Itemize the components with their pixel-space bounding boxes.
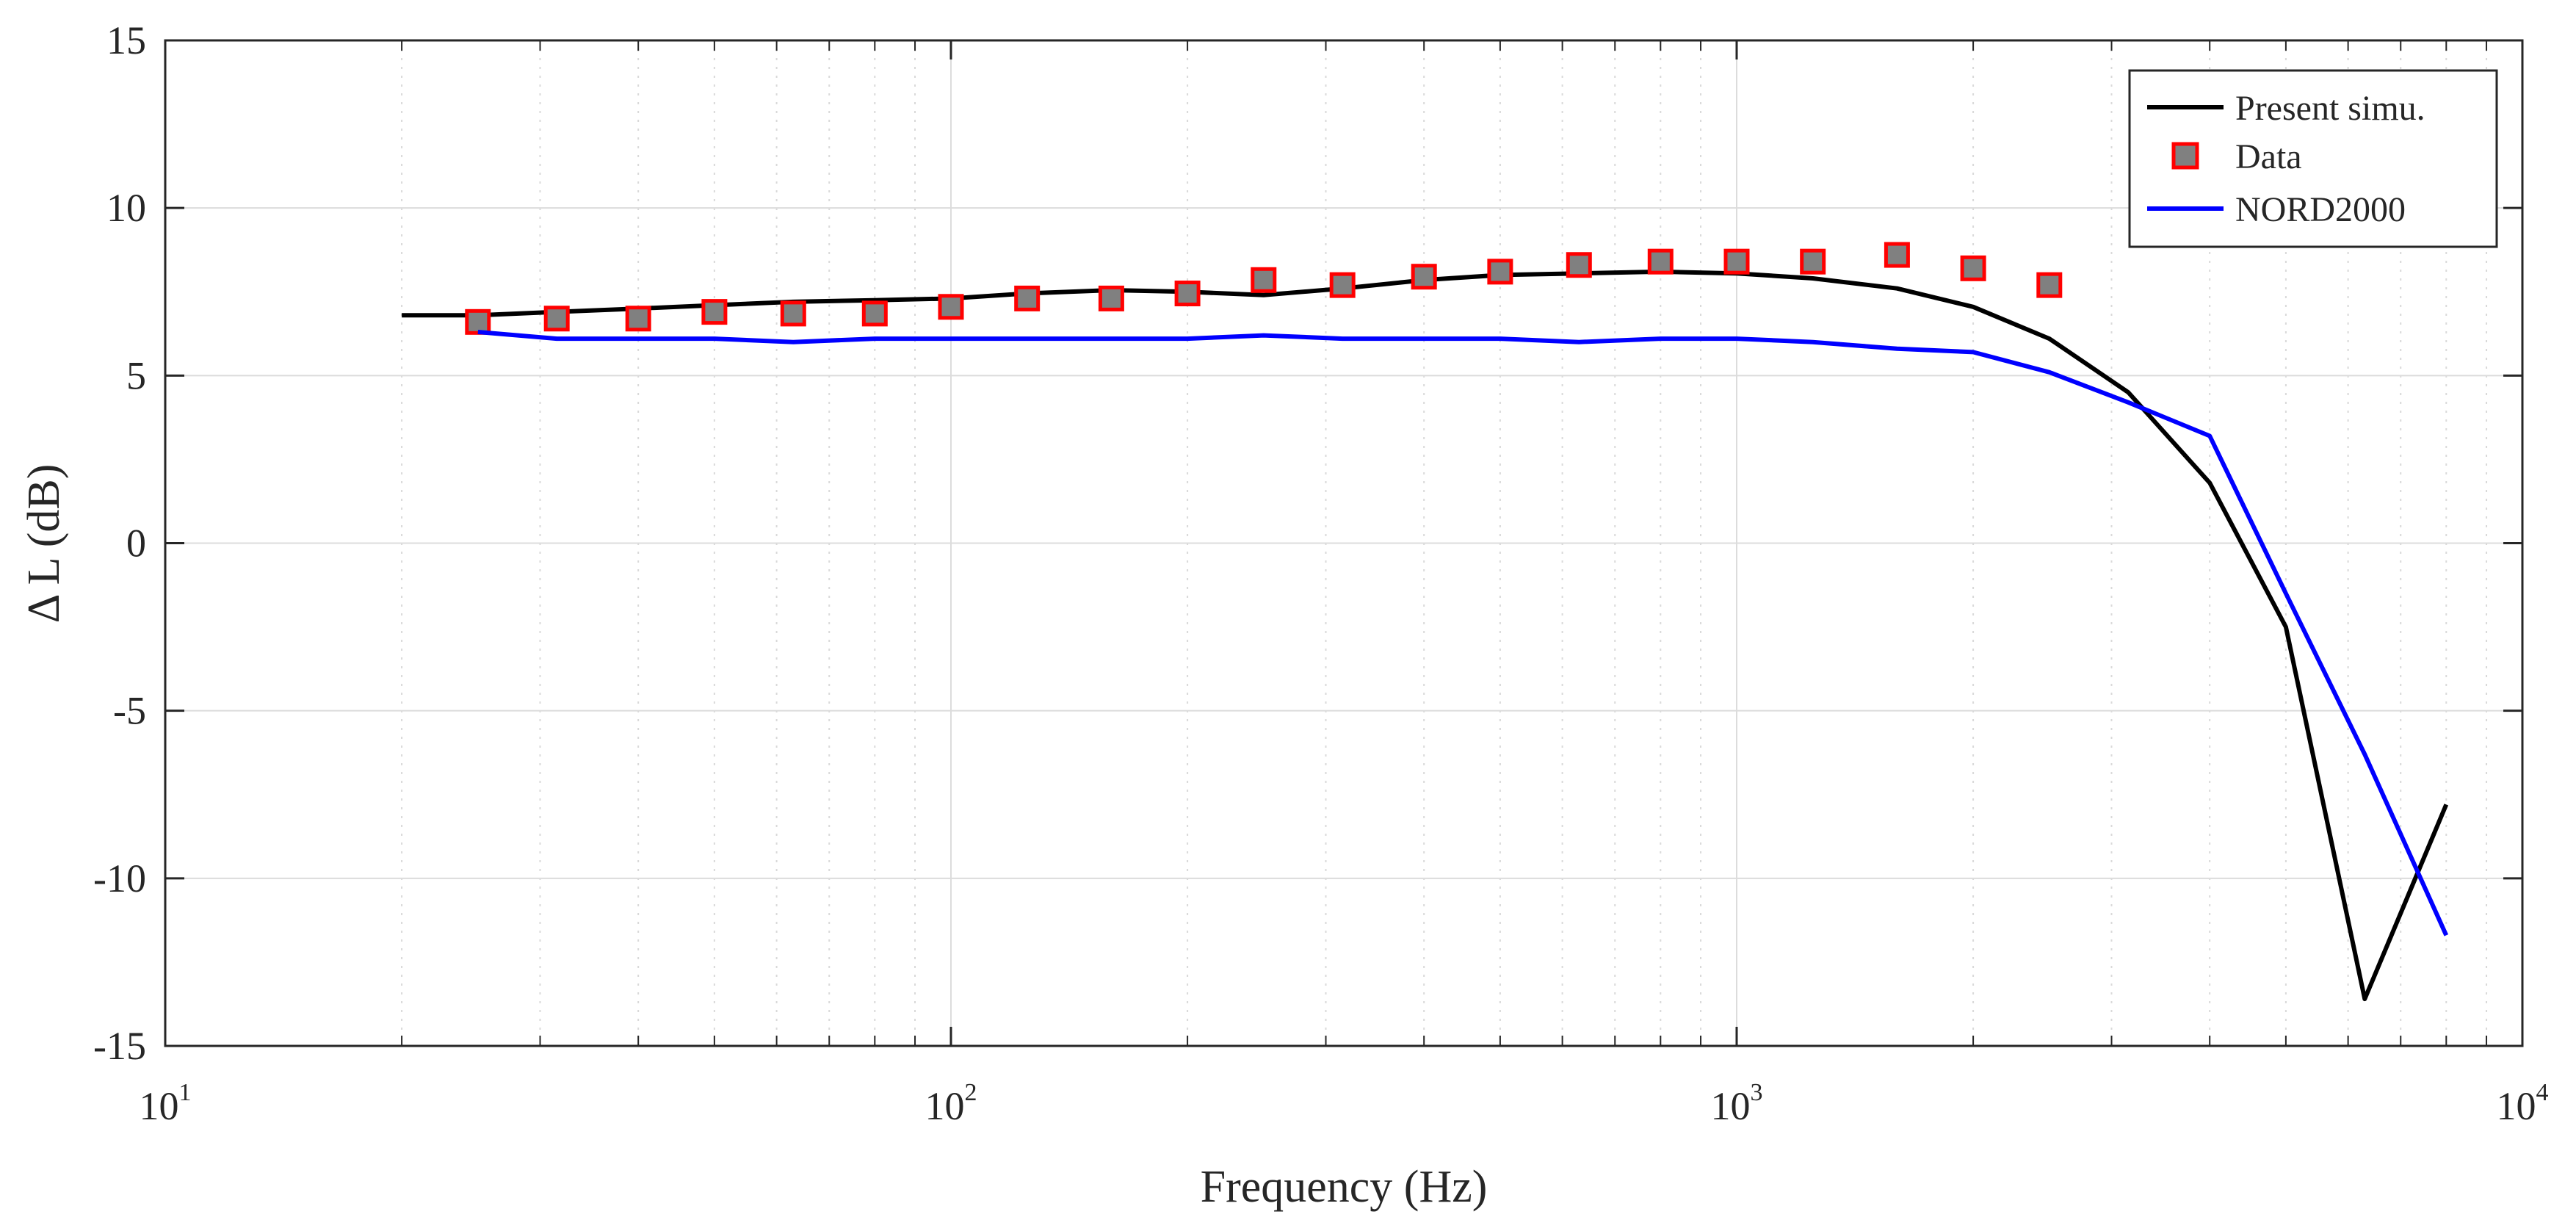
legend-label-present-simu: Present simu.	[2235, 89, 2425, 128]
data-marker	[1251, 267, 1277, 293]
data-marker	[543, 306, 570, 332]
y-tick-label: 0	[126, 521, 146, 566]
x-axis-label: Frequency (Hz)	[1201, 1162, 1488, 1212]
data-marker	[1566, 252, 1592, 278]
y-tick-label: -15	[93, 1024, 146, 1068]
data-marker	[2036, 272, 2063, 298]
data-marker	[861, 300, 888, 327]
y-tick-label: 10	[106, 186, 146, 230]
y-tick-label: 5	[126, 353, 146, 397]
data-marker	[465, 308, 491, 335]
data-marker	[1487, 259, 1513, 285]
x-tick-label: 103	[1711, 1079, 1763, 1128]
data-marker	[780, 300, 806, 327]
tick-marks	[164, 39, 2524, 1047]
y-tick-labels: 15 10 5 0 -5 -10 -15	[93, 18, 146, 1068]
data-marker	[1411, 264, 1437, 290]
legend-label-nord2000: NORD2000	[2235, 190, 2406, 229]
x-tick-label: 102	[925, 1079, 977, 1128]
y-tick-label: -5	[113, 689, 146, 733]
legend-swatch-data	[2171, 142, 2199, 170]
data-marker	[938, 294, 964, 320]
legend: Present simu. Data NORD2000	[2128, 69, 2498, 248]
data-marker	[1647, 248, 1674, 275]
data-marker	[1884, 242, 1910, 268]
series-layer	[402, 242, 2449, 1002]
data-marker	[1329, 272, 1356, 298]
series-line-nord2000	[477, 330, 2449, 936]
data-marker	[1960, 255, 1986, 281]
x-tick-labels: 101 102 103 104	[140, 1079, 2549, 1128]
x-tick-label: 101	[140, 1079, 192, 1128]
y-axis-label: Δ L (dB)	[19, 464, 69, 624]
y-tick-label: -10	[93, 856, 146, 900]
y-tick-label: 15	[106, 18, 146, 62]
data-marker	[701, 299, 728, 325]
data-marker	[1014, 285, 1041, 311]
data-marker	[625, 306, 651, 332]
data-marker	[1174, 281, 1201, 307]
data-marker	[1800, 248, 1826, 275]
legend-label-data: Data	[2235, 137, 2302, 176]
data-marker	[1098, 285, 1124, 311]
data-marker	[1723, 248, 1750, 275]
x-tick-label: 104	[2497, 1079, 2549, 1128]
